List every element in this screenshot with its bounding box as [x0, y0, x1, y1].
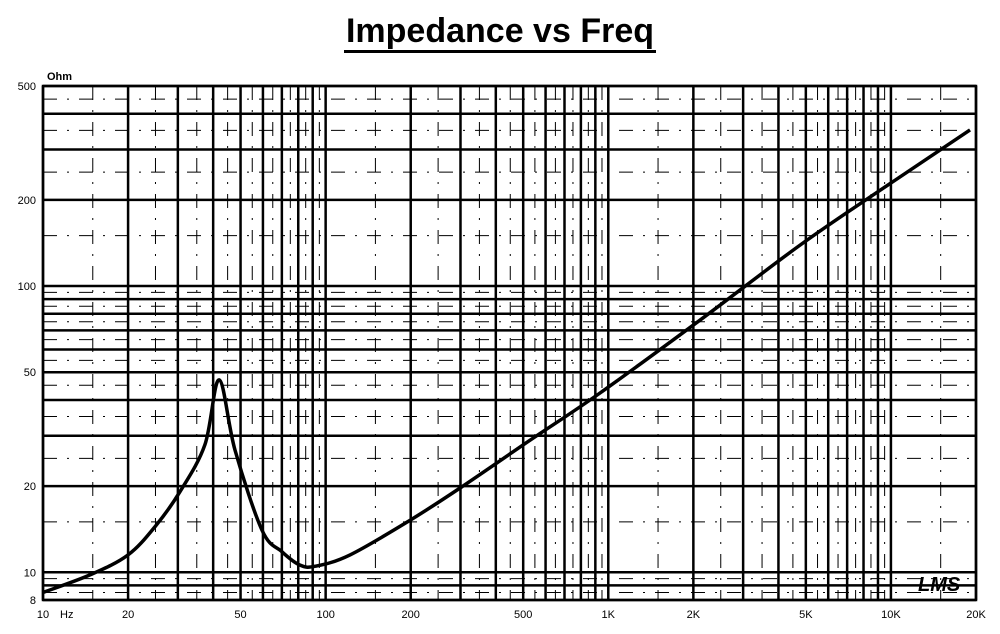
x-tick-label: 20K	[966, 609, 986, 621]
x-tick-label: 2K	[687, 609, 701, 621]
y-tick-label: 500	[18, 81, 36, 93]
y-axis-label: Ohm	[47, 71, 72, 83]
chart-title: Impedance vs Freq	[0, 12, 1000, 53]
x-tick-label: 1K	[602, 609, 616, 621]
x-tick-label: 5K	[799, 609, 813, 621]
x-axis-label: Hz	[60, 609, 73, 621]
x-tick-label: 20	[122, 609, 134, 621]
impedance-curve	[42, 128, 972, 595]
y-tick-label: 100	[18, 281, 36, 293]
x-tick-label: 50	[234, 609, 246, 621]
y-tick-label: 50	[24, 367, 36, 379]
x-tick-label: 500	[514, 609, 532, 621]
chart-title-text: Impedance vs Freq	[343, 12, 656, 53]
y-tick-label: 8	[30, 595, 36, 607]
x-tick-label: 100	[316, 609, 334, 621]
y-tick-label: 200	[18, 195, 36, 207]
y-tick-label: 20	[24, 481, 36, 493]
y-tick-label: 10	[24, 567, 36, 579]
lms-watermark: LMS	[918, 574, 961, 596]
x-tick-label: 10	[37, 609, 49, 621]
x-tick-label: 200	[402, 609, 420, 621]
plot-frame	[41, 84, 978, 602]
x-tick-label: 10K	[881, 609, 901, 621]
